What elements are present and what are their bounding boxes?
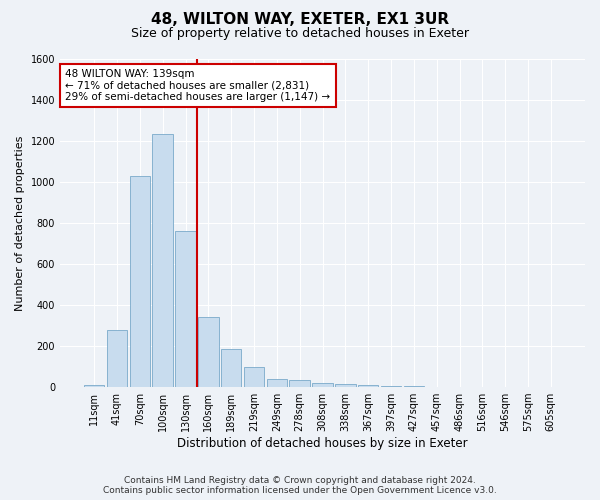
Bar (381, 386, 401, 387)
Bar (404, 386, 424, 387)
Bar (198, 318, 218, 387)
Bar (130, 176, 150, 387)
Text: 48, WILTON WAY, EXETER, EX1 3UR: 48, WILTON WAY, EXETER, EX1 3UR (151, 12, 449, 28)
Y-axis label: Number of detached properties: Number of detached properties (15, 136, 25, 310)
Bar (244, 366, 264, 387)
Text: Size of property relative to detached houses in Exeter: Size of property relative to detached ho… (131, 28, 469, 40)
Bar (175, 231, 196, 387)
Bar (266, 379, 287, 387)
X-axis label: Distribution of detached houses by size in Exeter: Distribution of detached houses by size … (177, 437, 468, 450)
Bar (221, 349, 241, 387)
Bar (84, 385, 104, 387)
Bar (152, 134, 173, 387)
Text: 48 WILTON WAY: 139sqm
← 71% of detached houses are smaller (2,831)
29% of semi-d: 48 WILTON WAY: 139sqm ← 71% of detached … (65, 69, 331, 102)
Bar (312, 383, 333, 387)
Bar (335, 384, 356, 387)
Bar (289, 380, 310, 387)
Text: Contains HM Land Registry data © Crown copyright and database right 2024.
Contai: Contains HM Land Registry data © Crown c… (103, 476, 497, 495)
Bar (358, 385, 379, 387)
Bar (107, 330, 127, 387)
